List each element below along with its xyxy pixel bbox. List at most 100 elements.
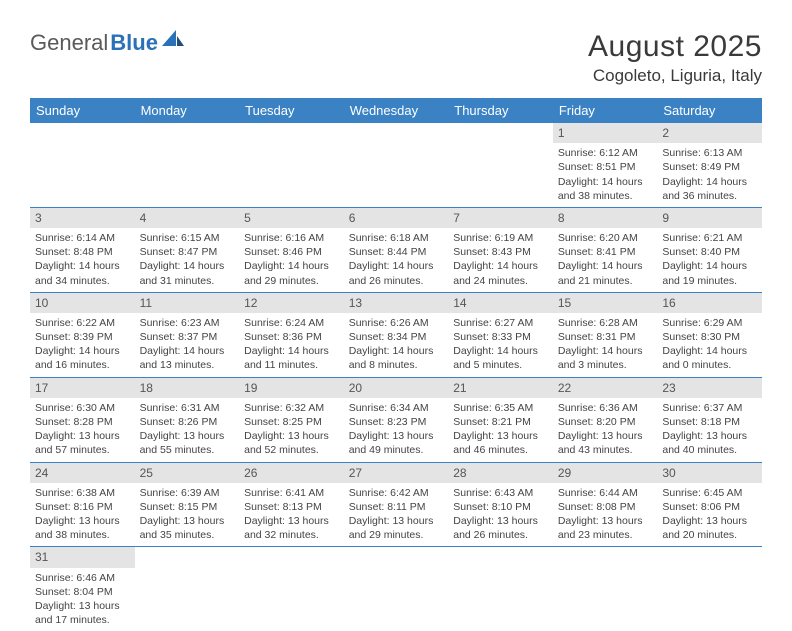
daylight-text: Daylight: 13 hours and 35 minutes. xyxy=(140,514,235,542)
sunrise-text: Sunrise: 6:45 AM xyxy=(662,486,757,500)
calendar-cell: 14Sunrise: 6:27 AMSunset: 8:33 PMDayligh… xyxy=(448,292,553,377)
day-number: 28 xyxy=(448,463,553,483)
calendar-cell: 10Sunrise: 6:22 AMSunset: 8:39 PMDayligh… xyxy=(30,292,135,377)
day-body: Sunrise: 6:19 AMSunset: 8:43 PMDaylight:… xyxy=(448,228,553,292)
daylight-text: Daylight: 14 hours and 11 minutes. xyxy=(244,344,339,372)
month-title: August 2025 xyxy=(588,30,762,64)
sunrise-text: Sunrise: 6:27 AM xyxy=(453,316,548,330)
day-body: Sunrise: 6:16 AMSunset: 8:46 PMDaylight:… xyxy=(239,228,344,292)
weekday-header: Thursday xyxy=(448,98,553,123)
sunrise-text: Sunrise: 6:43 AM xyxy=(453,486,548,500)
day-number: 30 xyxy=(657,463,762,483)
day-body: Sunrise: 6:45 AMSunset: 8:06 PMDaylight:… xyxy=(657,483,762,547)
day-body: Sunrise: 6:30 AMSunset: 8:28 PMDaylight:… xyxy=(30,398,135,462)
sunrise-text: Sunrise: 6:12 AM xyxy=(558,146,653,160)
day-body: Sunrise: 6:42 AMSunset: 8:11 PMDaylight:… xyxy=(344,483,449,547)
calendar-cell: 4Sunrise: 6:15 AMSunset: 8:47 PMDaylight… xyxy=(135,207,240,292)
calendar-cell xyxy=(448,547,553,631)
day-number: 19 xyxy=(239,378,344,398)
calendar-cell: 27Sunrise: 6:42 AMSunset: 8:11 PMDayligh… xyxy=(344,462,449,547)
sunset-text: Sunset: 8:18 PM xyxy=(662,415,757,429)
day-number: 26 xyxy=(239,463,344,483)
sunset-text: Sunset: 8:04 PM xyxy=(35,585,130,599)
sunset-text: Sunset: 8:46 PM xyxy=(244,245,339,259)
day-body: Sunrise: 6:31 AMSunset: 8:26 PMDaylight:… xyxy=(135,398,240,462)
sunset-text: Sunset: 8:49 PM xyxy=(662,160,757,174)
daylight-text: Daylight: 14 hours and 19 minutes. xyxy=(662,259,757,287)
calendar-cell: 25Sunrise: 6:39 AMSunset: 8:15 PMDayligh… xyxy=(135,462,240,547)
sunrise-text: Sunrise: 6:18 AM xyxy=(349,231,444,245)
sunrise-text: Sunrise: 6:16 AM xyxy=(244,231,339,245)
daylight-text: Daylight: 13 hours and 32 minutes. xyxy=(244,514,339,542)
daylight-text: Daylight: 14 hours and 13 minutes. xyxy=(140,344,235,372)
calendar-cell: 22Sunrise: 6:36 AMSunset: 8:20 PMDayligh… xyxy=(553,377,658,462)
day-body: Sunrise: 6:35 AMSunset: 8:21 PMDaylight:… xyxy=(448,398,553,462)
calendar-cell: 31Sunrise: 6:46 AMSunset: 8:04 PMDayligh… xyxy=(30,547,135,631)
day-body: Sunrise: 6:34 AMSunset: 8:23 PMDaylight:… xyxy=(344,398,449,462)
calendar-cell xyxy=(239,123,344,207)
calendar-cell: 8Sunrise: 6:20 AMSunset: 8:41 PMDaylight… xyxy=(553,207,658,292)
calendar-cell: 28Sunrise: 6:43 AMSunset: 8:10 PMDayligh… xyxy=(448,462,553,547)
sunset-text: Sunset: 8:23 PM xyxy=(349,415,444,429)
day-body: Sunrise: 6:29 AMSunset: 8:30 PMDaylight:… xyxy=(657,313,762,377)
daylight-text: Daylight: 14 hours and 8 minutes. xyxy=(349,344,444,372)
day-number: 6 xyxy=(344,208,449,228)
sunrise-text: Sunrise: 6:31 AM xyxy=(140,401,235,415)
sunset-text: Sunset: 8:40 PM xyxy=(662,245,757,259)
calendar-cell xyxy=(448,123,553,207)
day-number: 1 xyxy=(553,123,658,143)
sail-icon xyxy=(162,30,184,48)
sunset-text: Sunset: 8:43 PM xyxy=(453,245,548,259)
day-body: Sunrise: 6:26 AMSunset: 8:34 PMDaylight:… xyxy=(344,313,449,377)
weekday-header: Monday xyxy=(135,98,240,123)
calendar-cell: 15Sunrise: 6:28 AMSunset: 8:31 PMDayligh… xyxy=(553,292,658,377)
sunrise-text: Sunrise: 6:30 AM xyxy=(35,401,130,415)
calendar-cell: 19Sunrise: 6:32 AMSunset: 8:25 PMDayligh… xyxy=(239,377,344,462)
daylight-text: Daylight: 13 hours and 38 minutes. xyxy=(35,514,130,542)
day-body: Sunrise: 6:18 AMSunset: 8:44 PMDaylight:… xyxy=(344,228,449,292)
sunrise-text: Sunrise: 6:21 AM xyxy=(662,231,757,245)
sunset-text: Sunset: 8:31 PM xyxy=(558,330,653,344)
day-number: 23 xyxy=(657,378,762,398)
day-number: 18 xyxy=(135,378,240,398)
sunset-text: Sunset: 8:13 PM xyxy=(244,500,339,514)
sunrise-text: Sunrise: 6:46 AM xyxy=(35,571,130,585)
daylight-text: Daylight: 14 hours and 5 minutes. xyxy=(453,344,548,372)
day-number: 14 xyxy=(448,293,553,313)
calendar-cell: 7Sunrise: 6:19 AMSunset: 8:43 PMDaylight… xyxy=(448,207,553,292)
sunrise-text: Sunrise: 6:15 AM xyxy=(140,231,235,245)
calendar-cell xyxy=(553,547,658,631)
daylight-text: Daylight: 14 hours and 3 minutes. xyxy=(558,344,653,372)
sunset-text: Sunset: 8:10 PM xyxy=(453,500,548,514)
calendar-cell xyxy=(344,123,449,207)
daylight-text: Daylight: 13 hours and 43 minutes. xyxy=(558,429,653,457)
day-body: Sunrise: 6:41 AMSunset: 8:13 PMDaylight:… xyxy=(239,483,344,547)
calendar-cell: 21Sunrise: 6:35 AMSunset: 8:21 PMDayligh… xyxy=(448,377,553,462)
day-body: Sunrise: 6:39 AMSunset: 8:15 PMDaylight:… xyxy=(135,483,240,547)
calendar-cell: 24Sunrise: 6:38 AMSunset: 8:16 PMDayligh… xyxy=(30,462,135,547)
calendar-cell: 11Sunrise: 6:23 AMSunset: 8:37 PMDayligh… xyxy=(135,292,240,377)
sunset-text: Sunset: 8:25 PM xyxy=(244,415,339,429)
calendar-body: 1Sunrise: 6:12 AMSunset: 8:51 PMDaylight… xyxy=(30,123,762,631)
day-body: Sunrise: 6:46 AMSunset: 8:04 PMDaylight:… xyxy=(30,568,135,631)
brand-part2: Blue xyxy=(110,30,158,56)
brand-logo: GeneralBlue xyxy=(30,30,184,56)
weekday-header: Saturday xyxy=(657,98,762,123)
day-body: Sunrise: 6:12 AMSunset: 8:51 PMDaylight:… xyxy=(553,143,658,207)
calendar-cell: 5Sunrise: 6:16 AMSunset: 8:46 PMDaylight… xyxy=(239,207,344,292)
sunset-text: Sunset: 8:48 PM xyxy=(35,245,130,259)
sunset-text: Sunset: 8:06 PM xyxy=(662,500,757,514)
calendar-cell: 30Sunrise: 6:45 AMSunset: 8:06 PMDayligh… xyxy=(657,462,762,547)
sunrise-text: Sunrise: 6:37 AM xyxy=(662,401,757,415)
sunrise-text: Sunrise: 6:22 AM xyxy=(35,316,130,330)
sunset-text: Sunset: 8:51 PM xyxy=(558,160,653,174)
calendar-head: SundayMondayTuesdayWednesdayThursdayFrid… xyxy=(30,98,762,123)
daylight-text: Daylight: 14 hours and 26 minutes. xyxy=(349,259,444,287)
sunrise-text: Sunrise: 6:26 AM xyxy=(349,316,444,330)
day-number: 20 xyxy=(344,378,449,398)
day-body: Sunrise: 6:14 AMSunset: 8:48 PMDaylight:… xyxy=(30,228,135,292)
calendar-cell: 20Sunrise: 6:34 AMSunset: 8:23 PMDayligh… xyxy=(344,377,449,462)
day-number: 10 xyxy=(30,293,135,313)
daylight-text: Daylight: 13 hours and 52 minutes. xyxy=(244,429,339,457)
sunset-text: Sunset: 8:08 PM xyxy=(558,500,653,514)
